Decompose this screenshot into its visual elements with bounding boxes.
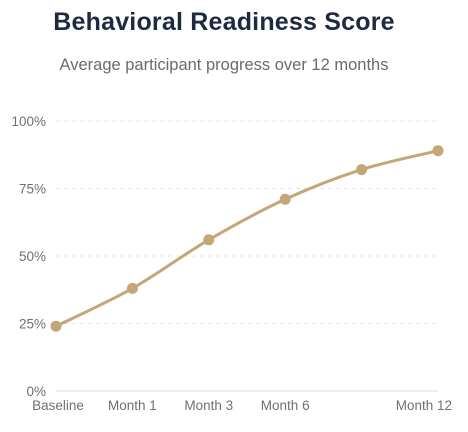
y-tick-label: 0% (26, 384, 46, 399)
data-point (50, 320, 62, 332)
y-tick-label: 100% (11, 114, 46, 129)
x-axis-ticks: Baseline Month 1 Month 3 Month 6 Month 12 (32, 398, 452, 413)
series (54, 149, 440, 328)
chart-subtitle: Average participant progress over 12 mon… (59, 56, 389, 74)
x-tick-label: Month 1 (108, 398, 157, 413)
data-points (50, 145, 444, 332)
gridlines (56, 120, 438, 324)
x-tick-label: Month 3 (184, 398, 233, 413)
y-axis-ticks: 0% 25% 50% 75% 100% (11, 114, 46, 399)
y-tick-label: 50% (19, 249, 46, 264)
data-point (432, 145, 444, 157)
x-tick-label: Month 6 (261, 398, 310, 413)
y-tick-label: 75% (19, 182, 46, 197)
x-tick-label: Baseline (32, 398, 84, 413)
y-tick-label: 25% (19, 317, 46, 332)
data-point (356, 164, 368, 176)
data-point (279, 193, 291, 205)
x-tick-label: Month 12 (396, 398, 452, 413)
data-point (126, 282, 138, 294)
series-line (54, 149, 440, 328)
chart-title: Behavioral Readiness Score (53, 8, 395, 36)
data-point (203, 234, 215, 246)
